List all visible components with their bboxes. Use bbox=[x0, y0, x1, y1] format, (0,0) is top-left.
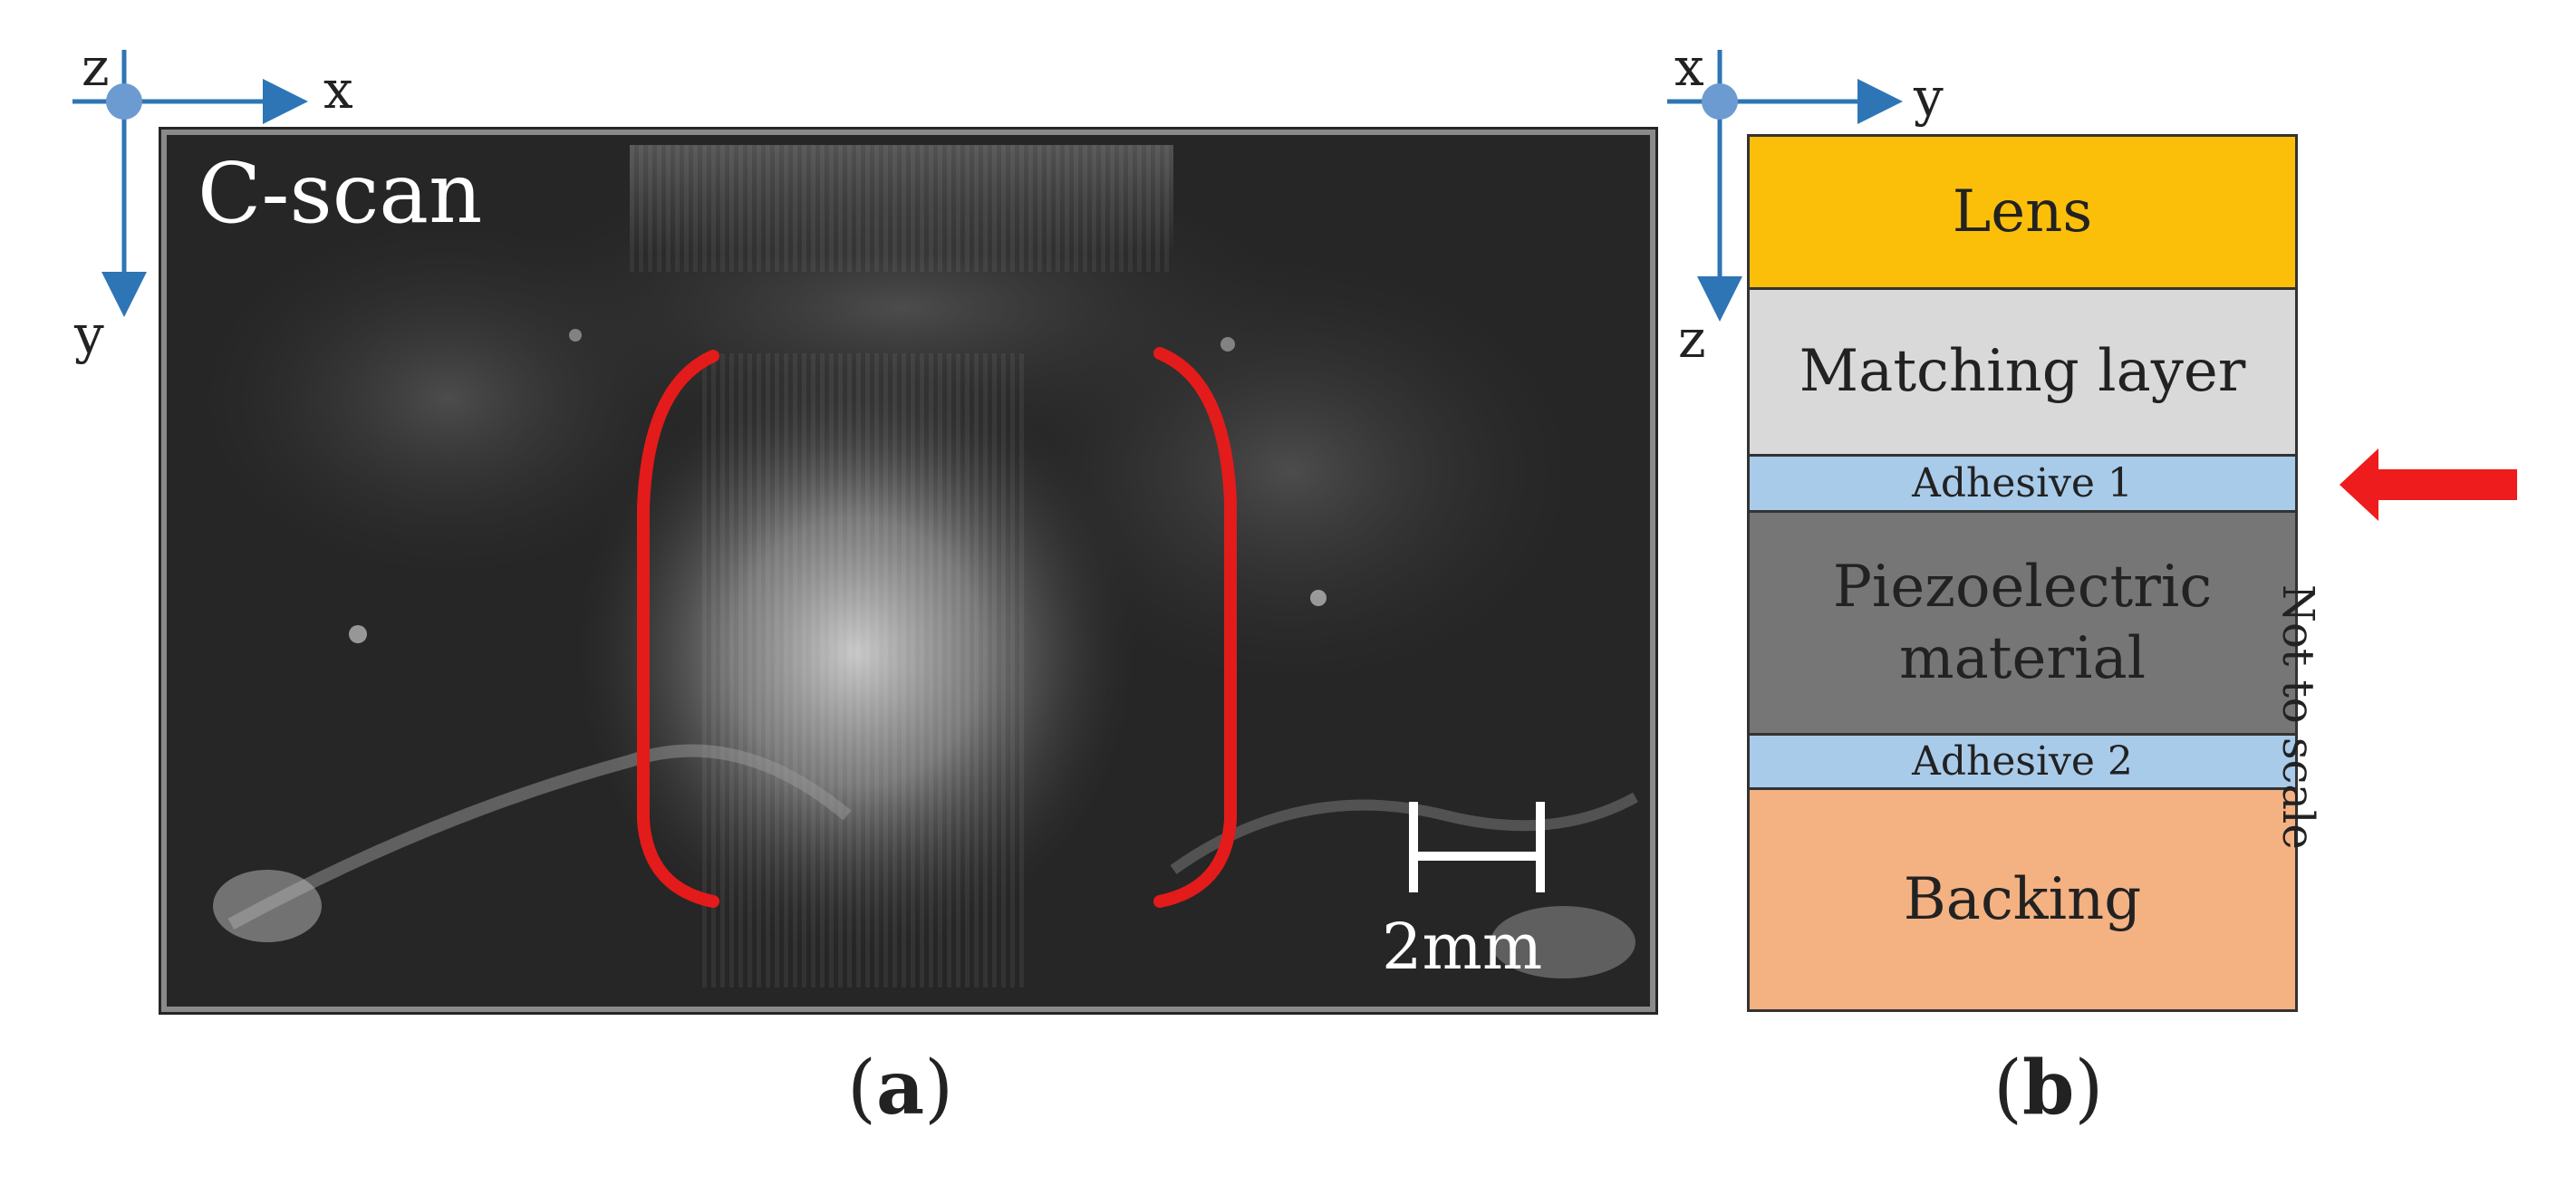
c-scan-image bbox=[159, 127, 1658, 1015]
panel-a-caption: (a) bbox=[847, 1045, 954, 1132]
layer-piezoelectric-label: Piezoelectric material bbox=[1832, 554, 2213, 692]
axis-label-z: z bbox=[82, 36, 110, 98]
right-bracket-highlight bbox=[1153, 347, 1237, 908]
layer-adhesive-1: Adhesive 1 bbox=[1747, 454, 2298, 513]
layer-adhesive-2: Adhesive 2 bbox=[1747, 733, 2298, 790]
x-axis-dot-icon bbox=[1702, 83, 1738, 120]
z-axis-dot-icon bbox=[106, 83, 142, 120]
layer-piezoelectric: Piezoelectric material bbox=[1747, 510, 2298, 736]
layer-adhesive-1-label: Adhesive 1 bbox=[1912, 459, 2133, 506]
layer-lens: Lens bbox=[1747, 134, 2298, 290]
layer-adhesive-2-label: Adhesive 2 bbox=[1912, 737, 2133, 785]
left-bracket-highlight bbox=[637, 350, 719, 908]
layer-backing: Backing bbox=[1747, 787, 2298, 1012]
layer-backing-label: Backing bbox=[1903, 865, 2142, 933]
axis-label-x: x bbox=[323, 59, 353, 120]
panel-a-axes bbox=[72, 50, 308, 317]
c-scan-title: C-scan bbox=[198, 145, 483, 242]
panel-b-axes bbox=[1667, 50, 1903, 322]
axis-label-x-b: x bbox=[1674, 36, 1704, 98]
panel-b-caption: (b) bbox=[1993, 1045, 2104, 1132]
layer-matching: Matching layer bbox=[1747, 287, 2298, 457]
red-arrow-icon bbox=[2340, 448, 2517, 521]
not-to-scale-note: Not to scale bbox=[2272, 584, 2323, 850]
scale-bar-label: 2mm bbox=[1382, 910, 1543, 984]
layer-matching-label: Matching layer bbox=[1799, 338, 2246, 406]
axis-label-y-b: y bbox=[1914, 66, 1944, 128]
scale-bar bbox=[1409, 802, 1545, 892]
layer-lens-label: Lens bbox=[1952, 178, 2093, 246]
axis-label-z-b: z bbox=[1678, 308, 1706, 370]
axis-label-y: y bbox=[74, 304, 104, 365]
